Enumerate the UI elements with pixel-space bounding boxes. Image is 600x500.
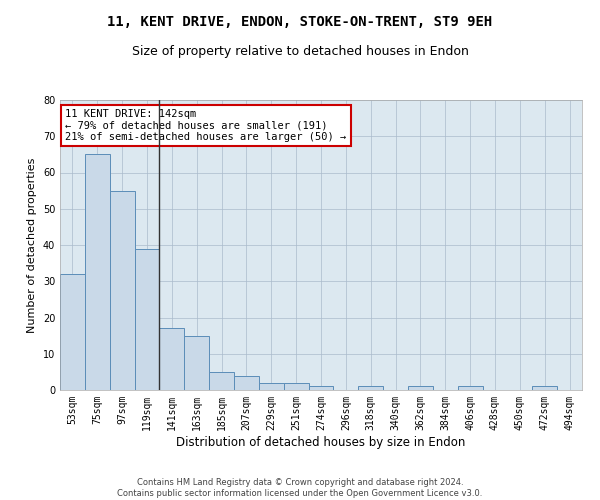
Bar — [160, 328, 184, 390]
Text: Contains HM Land Registry data © Crown copyright and database right 2024.
Contai: Contains HM Land Registry data © Crown c… — [118, 478, 482, 498]
Bar — [134, 248, 160, 390]
Bar — [184, 336, 209, 390]
Y-axis label: Number of detached properties: Number of detached properties — [27, 158, 37, 332]
Bar — [110, 190, 134, 390]
Bar — [458, 386, 482, 390]
Bar — [60, 274, 85, 390]
Bar — [259, 383, 284, 390]
Text: 11, KENT DRIVE, ENDON, STOKE-ON-TRENT, ST9 9EH: 11, KENT DRIVE, ENDON, STOKE-ON-TRENT, S… — [107, 15, 493, 29]
Bar — [85, 154, 110, 390]
Bar — [284, 383, 308, 390]
Text: 11 KENT DRIVE: 142sqm
← 79% of detached houses are smaller (191)
21% of semi-det: 11 KENT DRIVE: 142sqm ← 79% of detached … — [65, 108, 346, 142]
Bar — [532, 386, 557, 390]
Bar — [358, 386, 383, 390]
Bar — [209, 372, 234, 390]
X-axis label: Distribution of detached houses by size in Endon: Distribution of detached houses by size … — [176, 436, 466, 448]
Bar — [308, 386, 334, 390]
Text: Size of property relative to detached houses in Endon: Size of property relative to detached ho… — [131, 45, 469, 58]
Bar — [408, 386, 433, 390]
Bar — [234, 376, 259, 390]
